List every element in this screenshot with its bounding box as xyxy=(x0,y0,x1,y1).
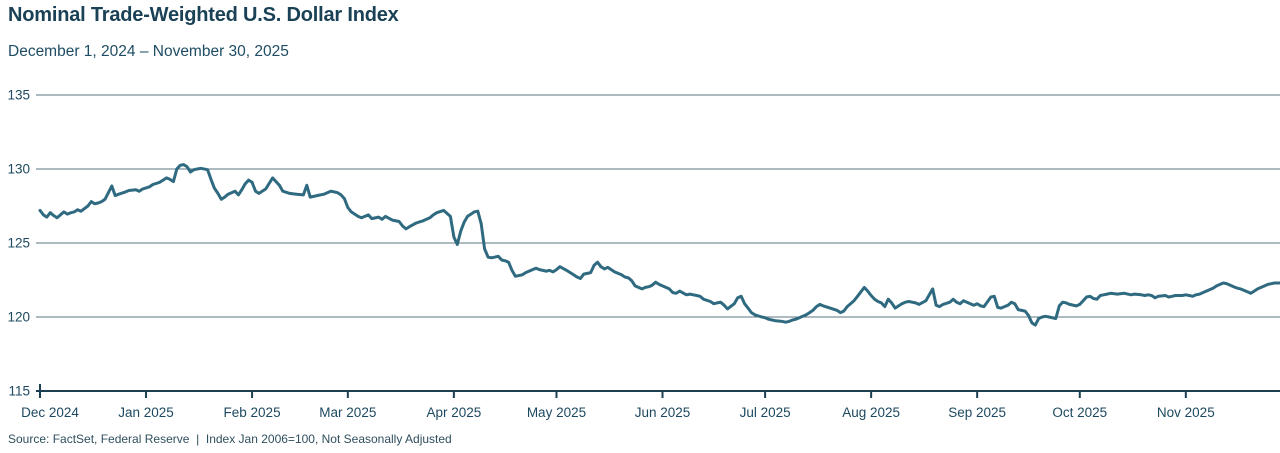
x-tick-label: Oct 2025 xyxy=(1052,405,1107,420)
x-axis-labels: Dec 2024 Jan 2025 Feb 2025 Mar 2025 Apr 2025… xyxy=(21,405,1215,420)
x-tick-label: Jul 2025 xyxy=(740,405,791,420)
page-title: Nominal Trade-Weighted U.S. Dollar Index xyxy=(8,4,399,26)
x-tick-label: May 2025 xyxy=(527,405,586,420)
x-tick-label: Jan 2025 xyxy=(118,405,174,420)
y-tick-label-120: 120 xyxy=(7,310,30,325)
x-tick-label: Apr 2025 xyxy=(426,405,481,420)
index-line-series xyxy=(38,163,1280,327)
x-axis xyxy=(36,384,1280,398)
x-tick-label: Dec 2024 xyxy=(21,405,79,420)
chart-date-range-subtitle: December 1, 2024 – November 30, 2025 xyxy=(8,43,289,60)
x-tick-label: Jun 2025 xyxy=(635,405,691,420)
chart-area: 135 130 125 120 115 Dec 2024 Jan 2025 Feb 2025… xyxy=(0,84,1280,424)
x-tick-label: Aug 2025 xyxy=(842,405,900,420)
x-tick-label: Feb 2025 xyxy=(224,405,281,420)
y-tick-label-125: 125 xyxy=(7,236,30,251)
x-tick-label: Nov 2025 xyxy=(1157,405,1215,420)
x-tick-label: Sep 2025 xyxy=(948,405,1006,420)
y-axis-labels: 135 130 125 120 115 xyxy=(7,88,30,399)
source-attribution: Source: FactSet, Federal Reserve | Index… xyxy=(8,432,452,446)
y-tick-label-135: 135 xyxy=(7,88,30,103)
y-tick-label-130: 130 xyxy=(7,162,30,177)
dollar-index-line-chart: 135 130 125 120 115 Dec 2024 Jan 2025 Feb 2025… xyxy=(7,88,1280,420)
y-tick-label-115: 115 xyxy=(8,384,30,399)
gridlines xyxy=(36,94,1280,318)
x-tick-label: Mar 2025 xyxy=(319,405,376,420)
